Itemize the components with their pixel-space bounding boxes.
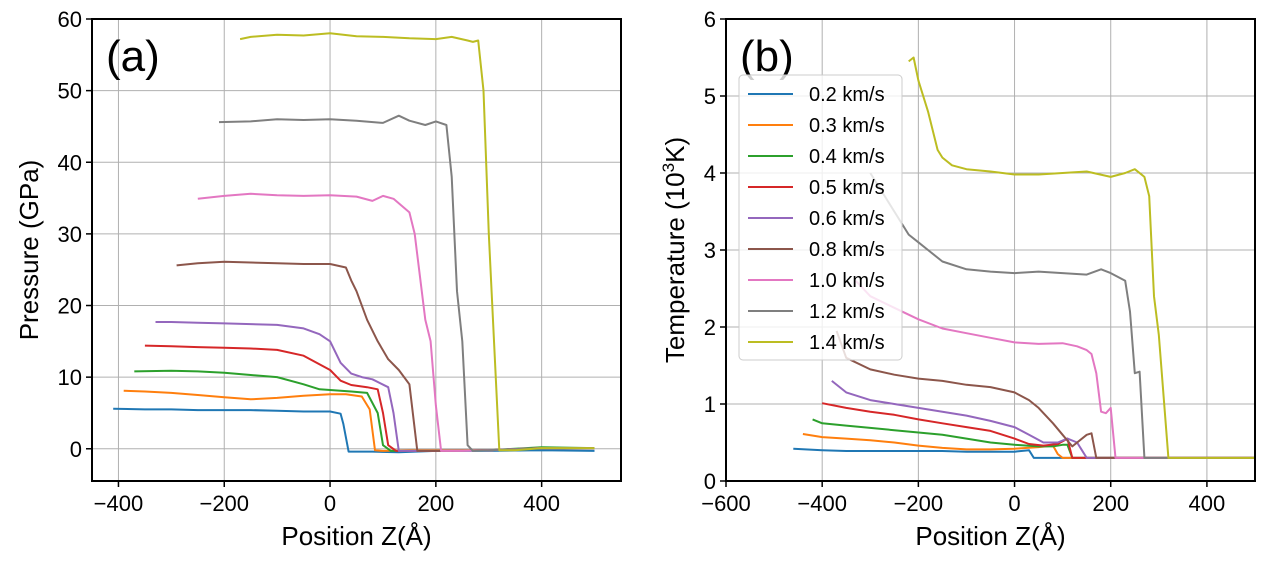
- legend-entry: 1.2 km/s: [809, 301, 885, 323]
- x-tick-label: −600: [701, 491, 751, 516]
- legend-entry: 0.8 km/s: [809, 239, 885, 261]
- pressure-x-ticks: −400 −200 0 200 400: [94, 481, 560, 516]
- x-tick-label: 200: [417, 491, 454, 516]
- x-tick-label: 0: [1008, 491, 1020, 516]
- series-line-1-2-km-s: [218, 114, 595, 452]
- temperature-x-axis-label: Position Z(Å): [915, 521, 1065, 551]
- temperature-chart-panel: −600 −400 −200 0 200 400 0 1 2 3 4 5 6 (b) Position…: [659, 7, 1256, 551]
- pressure-series-lines: [113, 32, 595, 454]
- y-tick-label: 2: [704, 315, 716, 340]
- series-line-1-2-km-s: [869, 172, 1255, 459]
- y-tick-label: 60: [58, 7, 82, 32]
- y-tick-label: 5: [704, 84, 716, 109]
- pressure-plot-area: [92, 19, 621, 481]
- y-tick-label: 10: [58, 365, 82, 390]
- chart-legend: 0.2 km/s 0.3 km/s 0.4 km/s 0.5 km/s 0.6 km/s…: [738, 74, 903, 361]
- temperature-y-label-main: Temperature (10: [660, 172, 690, 363]
- pressure-y-ticks: 0 10 20 30 40 50 60: [58, 7, 92, 462]
- y-tick-label: 50: [58, 79, 82, 104]
- y-tick-label: 0: [70, 437, 82, 462]
- x-tick-label: 200: [1092, 491, 1129, 516]
- temperature-y-ticks: 0 1 2 3 4 5 6: [704, 7, 726, 494]
- temperature-y-label-tail: K): [660, 137, 690, 163]
- x-tick-label: −400: [94, 491, 144, 516]
- temperature-series-lines: [793, 56, 1255, 459]
- y-tick-label: 30: [58, 222, 82, 247]
- legend-entry: 1.0 km/s: [809, 270, 885, 292]
- pressure-x-axis-label: Position Z(Å): [281, 521, 431, 551]
- y-tick-label: 20: [58, 294, 82, 319]
- x-tick-label: 400: [1189, 491, 1226, 516]
- x-tick-label: −200: [894, 491, 944, 516]
- pressure-plot-frame: [91, 18, 622, 482]
- series-line-1-4-km-s: [239, 32, 595, 452]
- pressure-grid: [92, 18, 621, 481]
- pressure-chart-panel: −400 −200 0 200 400 0 10 20 30 40 50 60 (a) Positi…: [14, 7, 622, 551]
- y-tick-label: 6: [704, 7, 716, 32]
- y-tick-label: 0: [704, 469, 716, 494]
- legend-entry: 0.3 km/s: [809, 115, 885, 137]
- y-tick-label: 1: [704, 392, 716, 417]
- panel-label-a: (a): [106, 32, 160, 81]
- series-line-1-4-km-s: [908, 56, 1255, 459]
- series-line-1-0-km-s: [855, 280, 1255, 459]
- x-tick-label: 0: [324, 491, 336, 516]
- series-line-0-8-km-s: [176, 260, 595, 452]
- temperature-y-label-superscript: 3: [659, 163, 678, 172]
- legend-entry: 1.4 km/s: [809, 332, 885, 354]
- series-line-0-8-km-s: [835, 330, 1255, 459]
- x-tick-label: −200: [199, 491, 249, 516]
- temperature-y-axis-label: Temperature (103K): [659, 137, 690, 363]
- pressure-y-axis-label: Pressure (GPa): [14, 160, 44, 341]
- legend-entry: 0.2 km/s: [809, 84, 885, 106]
- legend-entry: 0.5 km/s: [809, 177, 885, 199]
- series-line-1-0-km-s: [197, 192, 595, 452]
- y-tick-label: 40: [58, 150, 82, 175]
- x-tick-label: −400: [797, 491, 847, 516]
- temperature-x-ticks: −600 −400 −200 0 200 400: [701, 481, 1225, 516]
- legend-box: [738, 74, 903, 361]
- legend-entry: 0.4 km/s: [809, 146, 885, 168]
- panel-label-b: (b): [740, 32, 794, 81]
- y-tick-label: 3: [704, 238, 716, 263]
- x-tick-label: 400: [523, 491, 560, 516]
- y-tick-label: 4: [704, 161, 716, 186]
- legend-entry: 0.6 km/s: [809, 208, 885, 230]
